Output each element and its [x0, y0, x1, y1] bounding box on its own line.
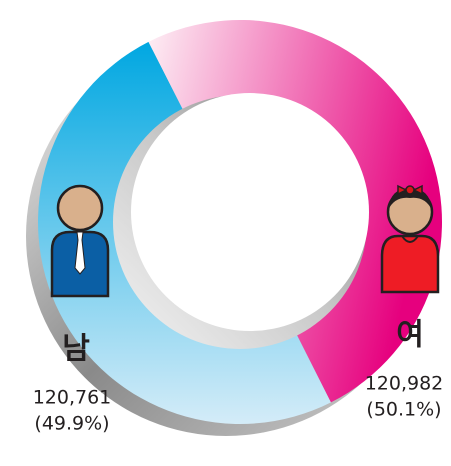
- value-label: 120,761: [33, 387, 112, 409]
- labels: 남 120,761 (49.9%) 여 120,982 (50.1%): [33, 318, 444, 435]
- man-icon: [50, 184, 110, 298]
- category-label: 여: [396, 318, 424, 353]
- hole: [131, 93, 369, 331]
- percentage-label: (50.1%): [366, 399, 441, 421]
- value-label: 120,982: [365, 373, 444, 395]
- percentage-label: (49.9%): [34, 413, 109, 435]
- donut-slice: [148, 20, 442, 403]
- category-label: 남: [62, 332, 90, 367]
- woman-icon: [380, 184, 440, 294]
- inner-bevel: [113, 93, 369, 349]
- slices: [37, 20, 442, 425]
- donut-slice: [37, 41, 331, 425]
